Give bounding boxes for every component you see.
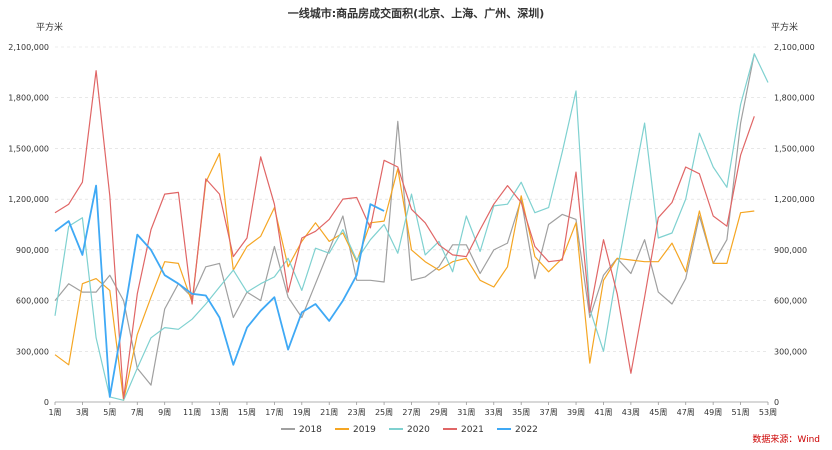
x-tick-label: 21周 (320, 408, 338, 417)
series-line-2022 (54, 184, 385, 398)
y-axis-left: 0 300,000 600,000 900,000 1,200,000 1,500,000… (8, 43, 49, 407)
legend-label-2022: 2022 (515, 425, 538, 435)
x-tick-label: 41周 (594, 408, 612, 417)
series-line-2020 (54, 53, 769, 401)
y-tick-label-left: 2,100,000 (8, 43, 49, 52)
y-tick-label-left: 600,000 (16, 297, 49, 306)
x-axis: 1周 3周 5周 7周 9周 11周 13周 15周 17周 19周 21周 23周 25周 27周 29周… (48, 401, 777, 417)
x-tick-label: 47周 (677, 408, 695, 417)
x-tick-label: 29周 (430, 408, 448, 417)
x-tick-label: 31周 (457, 408, 475, 417)
x-tick-label: 49周 (704, 408, 722, 417)
y-tick-label-right: 0 (774, 398, 779, 407)
x-tick-label: 5周 (103, 408, 116, 417)
x-tick-label: 13周 (210, 408, 228, 417)
y-axis-right: 0 300,000 600,000 900,000 1,200,000 1,500,000… (774, 43, 815, 407)
x-tick-label: 3周 (76, 408, 89, 417)
grid-lines (55, 46, 768, 352)
x-tick-label: 9周 (158, 408, 171, 417)
y-tick-label-right: 600,000 (774, 297, 807, 306)
x-tick-label: 39周 (567, 408, 585, 417)
y-tick-label-left: 1,500,000 (8, 144, 49, 153)
x-tick-label: 45周 (649, 408, 667, 417)
y-tick-label-right: 1,500,000 (774, 144, 815, 153)
legend: 2018 2019 2020 2021 2022 (281, 425, 538, 435)
x-tick-label: 35周 (512, 408, 530, 417)
legend-label-2021: 2021 (461, 425, 484, 435)
y-tick-label-left: 300,000 (16, 347, 49, 356)
x-tick-label: 25周 (375, 408, 393, 417)
data-source-note: 数据来源：Wind (752, 433, 820, 445)
y-axis-left-unit: 平方米 (36, 21, 63, 33)
y-tick-label-left: 1,200,000 (8, 195, 49, 204)
y-tick-label-left: 900,000 (16, 246, 49, 255)
y-tick-label-right: 900,000 (774, 246, 807, 255)
series-line-2019 (54, 152, 755, 401)
x-tick-label: 1周 (48, 408, 61, 417)
y-axis-right-unit: 平方米 (771, 21, 798, 33)
x-tick-label: 51周 (731, 408, 749, 417)
x-tick-label: 15周 (238, 408, 256, 417)
x-tick-label: 37周 (540, 408, 558, 417)
y-tick-label-right: 1,200,000 (774, 195, 815, 204)
x-tick-label: 27周 (402, 408, 420, 417)
y-tick-label-right: 300,000 (774, 347, 807, 356)
y-tick-label-right: 2,100,000 (774, 43, 815, 52)
y-tick-label-left: 1,800,000 (8, 94, 49, 103)
legend-label-2020: 2020 (407, 425, 430, 435)
series-line-2018 (54, 53, 755, 386)
legend-label-2018: 2018 (299, 425, 322, 435)
series-lines (54, 53, 769, 401)
x-tick-label: 53周 (759, 408, 777, 417)
x-tick-label: 33周 (485, 408, 503, 417)
x-tick-label: 19周 (293, 408, 311, 417)
series-line-2021 (54, 70, 755, 400)
x-tick-label: 43周 (622, 408, 640, 417)
x-tick-label: 7周 (131, 408, 144, 417)
y-tick-label-left: 0 (44, 398, 49, 407)
x-tick-label: 11周 (183, 408, 201, 417)
legend-label-2019: 2019 (353, 425, 376, 435)
chart-title: 一线城市:商品房成交面积(北京、上海、广州、深圳) (288, 6, 544, 20)
x-tick-label: 23周 (348, 408, 366, 417)
x-tick-label: 17周 (265, 408, 283, 417)
y-tick-label-right: 1,800,000 (774, 94, 815, 103)
